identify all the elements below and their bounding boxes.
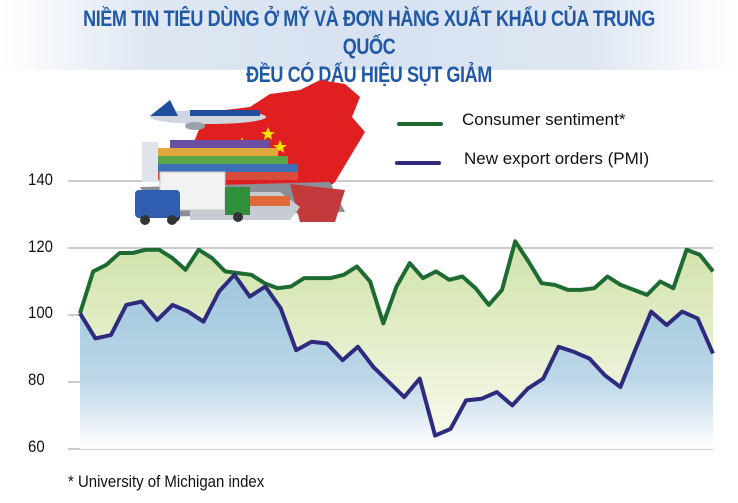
export-orders-line <box>78 272 715 438</box>
legend-swatch-export-orders <box>395 161 441 165</box>
airplane-icon <box>150 100 266 130</box>
van-icon <box>135 190 180 225</box>
y-tick-80: 80 <box>28 370 45 389</box>
y-tick-120: 120 <box>28 237 53 256</box>
chart-title-line-1: NIỀM TIN TIÊU DÙNG Ở MỸ VÀ ĐƠN HÀNG XUẤT… <box>83 6 655 59</box>
legend-label-consumer-sentiment: Consumer sentiment* <box>462 110 626 129</box>
y-tick-60: 60 <box>28 437 45 456</box>
legend-swatch-consumer-sentiment <box>397 122 443 126</box>
legend-label-export-orders: New export orders (PMI) <box>464 149 650 168</box>
chart-title-line-2: ĐỀU CÓ DẤU HIỆU SỤT GIẢM <box>246 62 492 87</box>
export-orders-area <box>80 274 713 449</box>
chart-title: NIỀM TIN TIÊU DÙNG Ở MỸ VÀ ĐƠN HÀNG XUẤT… <box>66 5 671 89</box>
footnote: * University of Michigan index <box>68 472 265 491</box>
y-tick-140: 140 <box>28 170 53 189</box>
consumer-sentiment-line <box>78 239 715 326</box>
y-tick-100: 100 <box>28 303 53 322</box>
trade-illustration <box>135 80 365 225</box>
title-band <box>0 0 738 70</box>
